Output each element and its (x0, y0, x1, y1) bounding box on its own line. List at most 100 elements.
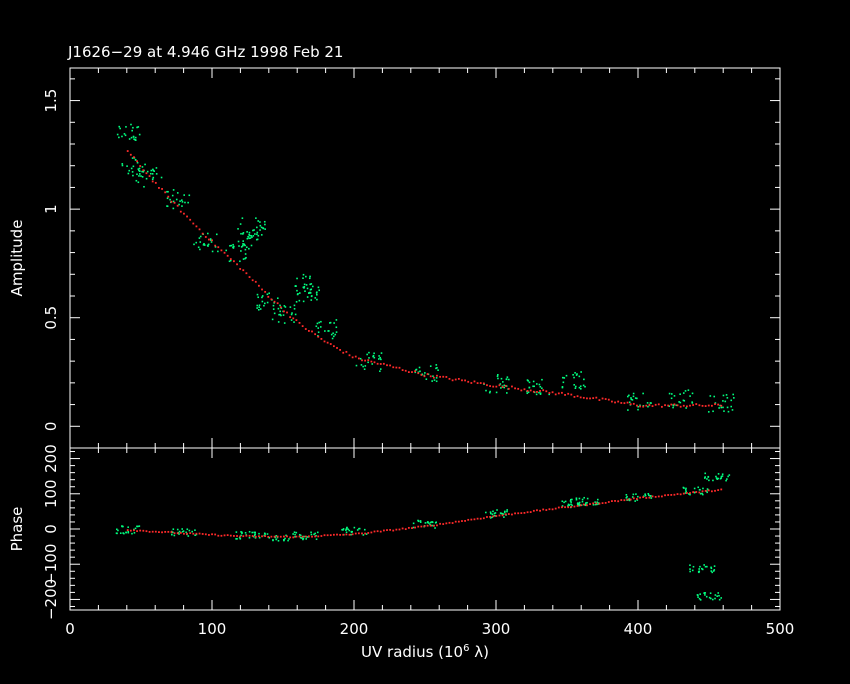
amplitude-model-point (573, 396, 576, 398)
phase-data-point (310, 531, 312, 534)
amplitude-data-point (687, 389, 690, 391)
amplitude-model-point (439, 375, 441, 378)
amplitude-data-point (128, 138, 131, 140)
amplitude-data-point (317, 331, 320, 334)
amplitude-data-point (298, 292, 301, 294)
phase-data-point (705, 595, 708, 598)
phase-data-point (305, 538, 308, 540)
amplitude-model-point (239, 268, 242, 270)
phase-model-point (598, 502, 601, 505)
phase-model-point (695, 491, 698, 493)
amplitude-data-point (121, 164, 124, 167)
amplitude-model-point (292, 317, 295, 320)
amplitude-data-point (424, 372, 426, 374)
phase-data-point (276, 536, 279, 539)
amplitude-data-point (668, 405, 670, 407)
phase-data-point (703, 592, 706, 594)
phase-model-point (311, 535, 313, 538)
amplitude-model-point (486, 384, 488, 387)
amplitude-y-tick-label: 0.5 (42, 306, 60, 330)
phase-model-point (295, 535, 298, 538)
amplitude-model-point (220, 249, 223, 252)
amplitude-data-point (150, 169, 153, 172)
amplitude-model-point (267, 295, 270, 298)
amplitude-model-point (607, 398, 610, 401)
amplitude-data-point (152, 168, 154, 171)
amplitude-data-point (211, 250, 214, 253)
amplitude-model-point (495, 385, 498, 388)
phase-data-point (254, 537, 257, 539)
amplitude-model-point (710, 404, 713, 407)
amplitude-data-point (528, 386, 531, 389)
phase-model-point (136, 530, 138, 533)
amplitude-data-point (435, 380, 438, 383)
phase-data-point (631, 496, 634, 498)
amplitude-data-point (175, 198, 178, 201)
amplitude-data-point (316, 322, 319, 325)
amplitude-model-point (470, 382, 473, 384)
amplitude-model-point (448, 377, 451, 380)
x-tick-label: 0 (65, 620, 75, 638)
phase-data-point (594, 501, 596, 503)
amplitude-data-point (691, 392, 694, 395)
phase-model-point (376, 530, 379, 533)
phase-data-point (342, 529, 344, 531)
phase-data-point (717, 592, 720, 594)
phase-model-point (323, 534, 326, 537)
phase-data-point (345, 528, 348, 530)
amplitude-data-point (572, 374, 574, 376)
phase-data-point (586, 501, 588, 504)
amplitude-model-point (482, 382, 485, 385)
phase-data-point (698, 568, 700, 570)
amplitude-data-point (130, 123, 132, 126)
amplitude-data-point (278, 313, 280, 316)
phase-data-point (570, 501, 572, 503)
chart-title: J1626−29 at 4.946 GHz 1998 Feb 21 (67, 43, 343, 61)
phase-data-point (244, 532, 247, 534)
amplitude-data-point (578, 386, 581, 389)
amplitude-model-point (498, 384, 501, 387)
amplitude-data-point (294, 313, 297, 316)
amplitude-model-point (576, 395, 579, 398)
phase-data-point (715, 475, 717, 478)
amplitude-data-point (261, 295, 264, 297)
amplitude-data-point (689, 395, 691, 397)
phase-data-point (353, 526, 356, 529)
amplitude-model-point (342, 351, 345, 354)
phase-data-point (258, 536, 261, 539)
phase-model-point (657, 495, 660, 498)
phase-data-point (689, 568, 691, 570)
amplitude-model-point (604, 398, 607, 400)
amplitude-data-point (431, 380, 433, 382)
phase-data-point (692, 565, 695, 568)
amplitude-data-point (266, 301, 269, 304)
phase-data-point (315, 534, 317, 537)
amplitude-data-point (171, 194, 174, 197)
phase-model-point (545, 509, 548, 511)
amplitude-model-point (317, 335, 320, 338)
amplitude-data-point (563, 377, 566, 379)
phase-data-point (123, 532, 125, 535)
phase-model-point (645, 497, 648, 499)
phase-data-point (704, 592, 707, 594)
phase-data-point (302, 537, 305, 540)
amplitude-model-point (236, 263, 238, 266)
phase-data-point (715, 477, 718, 479)
amplitude-data-point (217, 250, 219, 253)
amplitude-model-point (345, 350, 348, 353)
phase-data-point (711, 571, 714, 574)
amplitude-model-point (714, 403, 716, 405)
amplitude-data-point (280, 307, 283, 309)
phase-data-point (716, 478, 719, 481)
phase-data-point (637, 495, 639, 498)
phase-y-tick-label: −100 (42, 544, 60, 585)
phase-model-point (714, 489, 716, 492)
amplitude-data-point (136, 126, 138, 129)
phase-data-point (288, 538, 290, 540)
amplitude-data-point (626, 395, 629, 398)
amplitude-model-point (629, 403, 632, 406)
amplitude-model-point (229, 258, 232, 260)
phase-model-point (595, 502, 598, 505)
amplitude-data-point (138, 133, 141, 136)
phase-model-point (151, 530, 154, 533)
